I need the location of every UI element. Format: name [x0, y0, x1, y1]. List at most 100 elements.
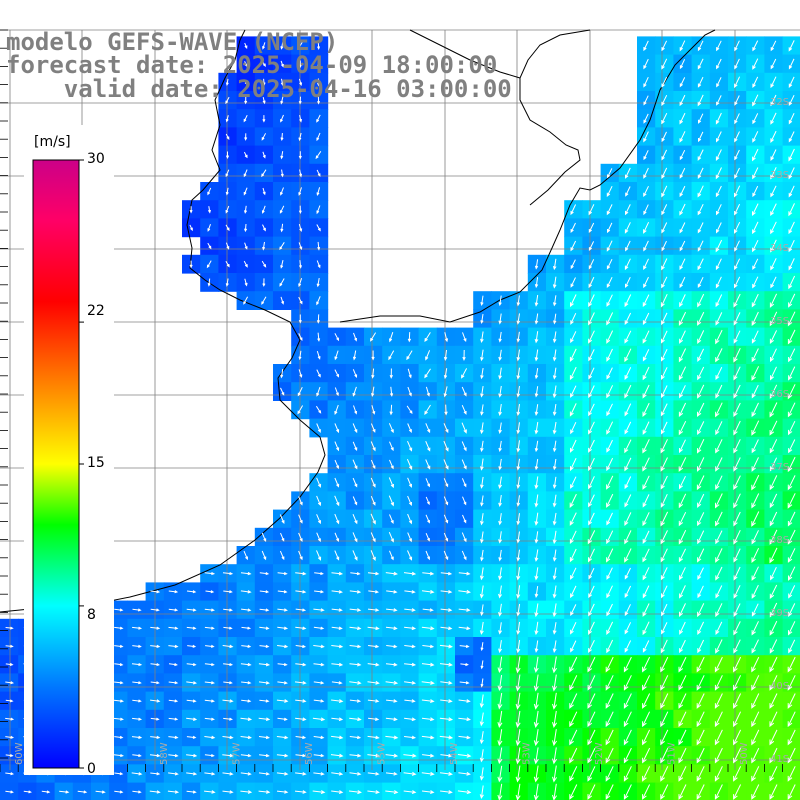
wind-arrow — [421, 680, 435, 685]
wind-arrow — [661, 240, 667, 252]
wind-arrow — [752, 221, 759, 235]
wind-arrow — [751, 729, 760, 746]
wind-arrow — [642, 603, 650, 617]
wind-arrow — [788, 40, 795, 52]
colorbar-tick-22: 22 — [87, 303, 105, 319]
wind-arrow — [150, 608, 160, 612]
wind-arrow — [642, 548, 650, 563]
wind-arrow — [714, 711, 723, 728]
wind-arrow — [534, 640, 539, 653]
wind-arrow — [259, 644, 270, 648]
wind-arrow — [607, 168, 613, 179]
wind-arrow — [407, 386, 412, 397]
wind-arrow — [403, 790, 417, 794]
wind-arrow — [243, 151, 248, 159]
wind-arrow — [623, 784, 632, 800]
wind-arrow — [569, 693, 578, 709]
longitude-label: 60W — [14, 742, 25, 765]
wind-arrow — [385, 753, 399, 758]
wind-arrow — [679, 585, 686, 599]
wind-arrow — [696, 711, 705, 728]
wind-arrow — [421, 589, 435, 594]
wind-arrow — [569, 348, 577, 362]
wind-arrow — [697, 421, 705, 436]
wind-arrow — [552, 458, 557, 471]
wind-arrow — [752, 167, 759, 180]
wind-arrow — [661, 167, 668, 179]
wind-arrow — [642, 656, 651, 673]
wind-arrow — [751, 439, 759, 454]
coastline-uruguay — [339, 29, 716, 323]
wind-arrow — [295, 590, 307, 594]
wind-arrow — [317, 60, 321, 69]
wind-arrow — [259, 571, 270, 576]
wind-arrow — [498, 349, 502, 362]
wind-arrow — [440, 699, 453, 703]
wind-arrow — [462, 332, 467, 343]
wind-arrow — [168, 644, 179, 648]
wind-arrow — [262, 78, 266, 87]
wind-arrow — [642, 512, 650, 527]
wind-arrow — [280, 187, 284, 196]
wind-arrow — [294, 680, 307, 685]
wind-arrow — [222, 699, 234, 703]
wind-arrow — [643, 113, 649, 124]
wind-arrow — [552, 674, 558, 692]
wind-arrow — [714, 656, 723, 673]
wind-arrow — [262, 42, 266, 50]
wind-arrow — [316, 296, 321, 306]
wind-arrow — [679, 639, 686, 654]
wind-arrow — [298, 151, 302, 160]
wind-arrow — [552, 367, 557, 380]
wind-arrow — [716, 77, 722, 88]
wind-arrow — [334, 404, 339, 415]
wind-arrow — [678, 529, 687, 545]
wind-arrow — [678, 366, 687, 381]
wind-arrow — [788, 131, 795, 143]
wind-arrow — [606, 204, 613, 216]
wind-arrow — [606, 457, 614, 472]
wind-arrow — [262, 96, 266, 105]
wind-arrow — [168, 626, 179, 630]
wind-arrow — [315, 151, 322, 160]
wind-arrow — [679, 276, 686, 289]
wind-arrow — [241, 699, 252, 703]
wind-arrow — [425, 496, 430, 506]
latitude-label: 35S — [770, 316, 789, 327]
longitude-label: 51W — [667, 742, 678, 765]
wind-arrow — [5, 735, 15, 739]
wind-arrow — [534, 277, 539, 289]
wind-arrow — [752, 239, 759, 253]
wind-arrow — [298, 514, 303, 524]
wind-arrow — [386, 608, 398, 612]
wind-arrow — [404, 590, 416, 594]
wind-arrow — [569, 675, 578, 691]
wind-arrow — [733, 312, 741, 326]
wind-arrow — [258, 772, 270, 776]
wind-arrow — [696, 656, 705, 673]
wind-arrow — [295, 771, 307, 776]
wind-arrow — [606, 475, 614, 490]
wind-arrow — [752, 148, 759, 162]
wind-arrow — [788, 239, 795, 253]
wind-arrow — [516, 640, 521, 654]
wind-arrow — [421, 699, 435, 703]
colorbar-tick-30: 30 — [87, 151, 105, 167]
wind-arrow — [407, 423, 412, 433]
wind-arrow — [697, 258, 704, 271]
wind-arrow — [298, 132, 302, 142]
wind-arrow — [587, 656, 596, 673]
wind-arrow — [150, 681, 160, 685]
wind-arrow — [316, 514, 321, 525]
wind-arrow — [570, 621, 577, 635]
wind-arrow — [403, 771, 417, 776]
wind-arrow — [697, 548, 705, 563]
wind-arrow — [752, 131, 759, 143]
wind-arrow — [280, 259, 284, 269]
wind-arrow — [295, 626, 307, 630]
wind-arrow — [752, 76, 759, 88]
wind-arrow — [787, 675, 796, 691]
wind-arrow — [298, 496, 303, 506]
wind-arrow — [5, 626, 14, 630]
wind-arrow — [642, 640, 650, 653]
